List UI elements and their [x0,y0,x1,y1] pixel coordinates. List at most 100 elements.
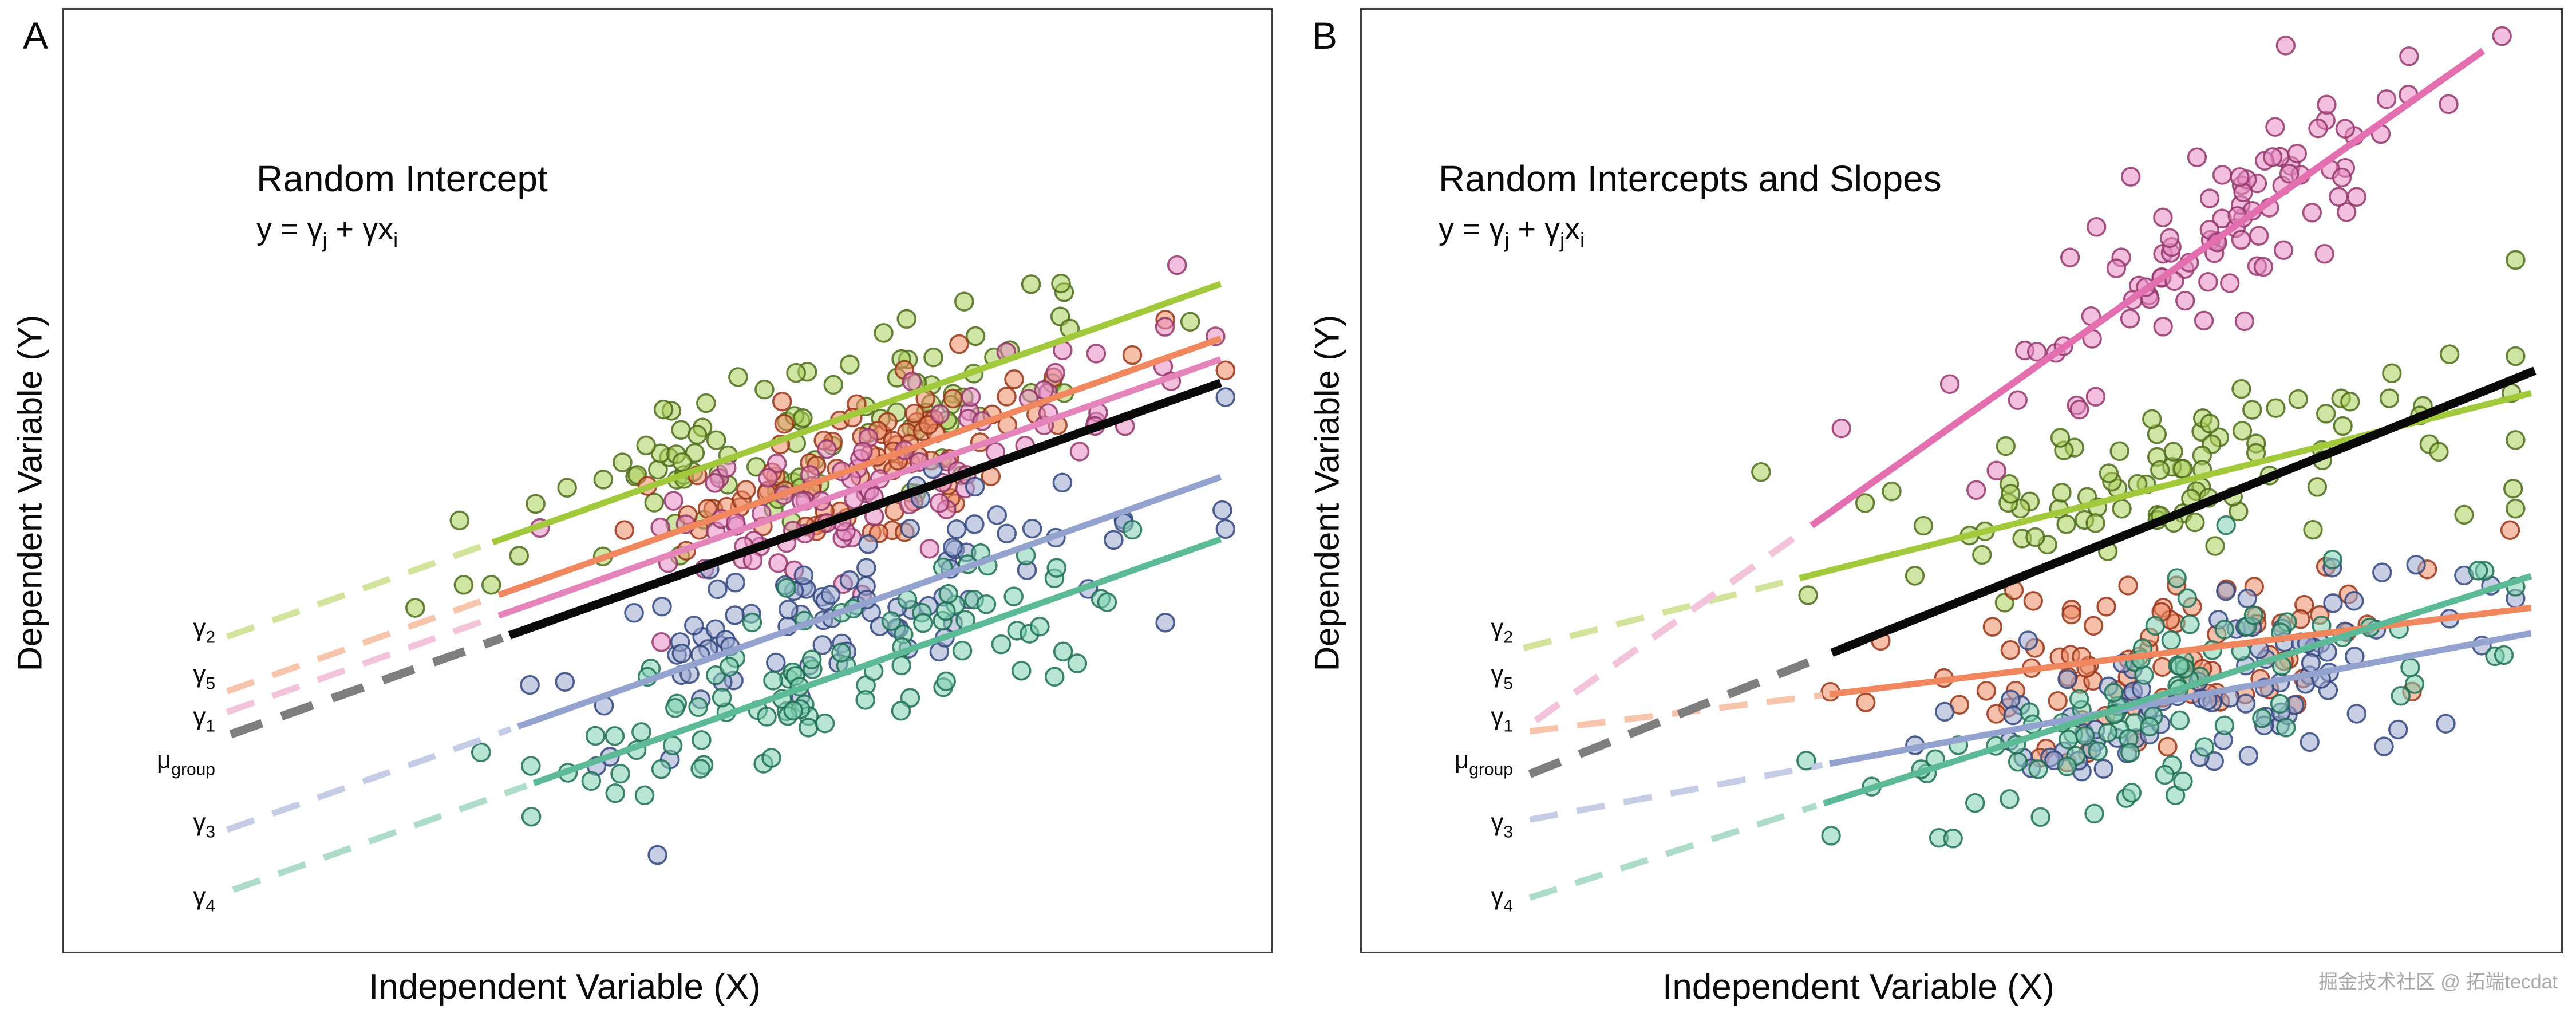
scatter-point [820,585,841,605]
scatter-point [2231,379,2251,399]
scatter-point [692,730,712,750]
scatter-point [1155,317,1175,337]
scatter-point [763,671,783,691]
intercept-dash-gamma5 [1529,692,1823,735]
scatter-point [2097,723,2118,743]
formula-segment: x [1564,212,1581,246]
scatter-point [840,354,860,375]
scatter-point [1052,472,1073,493]
scatter-point [2170,656,2190,676]
scatter-point [1986,704,2006,724]
scatter-point [2142,409,2162,429]
scatter-point [2185,512,2205,533]
scatter-point [2252,708,2272,728]
scatter-point [2134,665,2154,685]
scatter-point [2163,442,2183,462]
scatter-point [812,635,833,655]
scatter-point [936,671,956,691]
scatter-point [2506,430,2526,450]
scatter-point [2088,741,2108,762]
scatter-point [2205,536,2225,556]
scatter-point [1021,274,1041,294]
formula-segment: j [1560,228,1565,252]
panel-b-plot: Random Intercepts and Slopes y = γj + γj… [1360,8,2563,953]
scatter-point [2391,686,2411,706]
scatter-point [683,616,704,636]
scatter-point [2198,272,2218,292]
scatter-point [2194,310,2214,330]
scatter-point [2346,704,2366,724]
scatter-point [2050,428,2071,448]
scatter-point [786,362,806,383]
scatter-point [1104,530,1124,550]
scatter-point [1180,312,1200,332]
scatter-point [2231,230,2251,250]
scatter-point [2060,247,2080,267]
fit-line-gamma2 [491,281,1222,546]
scatter-point [521,756,541,776]
scatter-points [1751,26,2526,849]
scatter-point [839,570,860,590]
scatter-point [904,403,924,424]
scatter-point [651,759,671,779]
scatter-plot-a [226,255,1236,893]
scatter-point [2503,479,2523,499]
scatter-point [2058,730,2079,750]
scatter-point [1030,616,1050,637]
scatter-point [2026,342,2047,362]
scatter-point [2075,726,2095,746]
scatter-point [1976,681,1997,701]
scatter-point [1003,586,1024,606]
scatter-point [2230,167,2250,187]
scatter-point [2175,290,2195,311]
scatter-point [2180,614,2200,634]
intercept-label-gamma-5: γ5 [193,660,215,693]
scatter-point [2399,46,2419,66]
scatter-point [481,575,501,595]
scatter-point [858,534,878,554]
scatter-point [2249,226,2269,246]
scatter-point [2374,736,2394,756]
scatter-point [930,404,950,424]
scatter-point [776,578,796,598]
scatter-point [2173,771,2193,791]
scatter-point [2301,653,2321,673]
scatter-point [1167,255,1187,275]
scatter-point [2346,187,2366,207]
scatter-point [653,399,674,420]
scatter-point [2238,746,2258,766]
intercept-dash-gamma5 [226,594,493,695]
scatter-point [2253,257,2274,277]
scatter-point [2279,164,2300,184]
scatter-point [923,347,943,368]
scatter-point [965,476,985,497]
scatter-point [696,393,716,413]
scatter-point [801,649,822,669]
scatter-point [2372,562,2392,582]
scatter-point [2344,591,2364,611]
formula-segment: y = γ [1439,212,1505,246]
scatter-point [2440,344,2460,364]
scatter-point [708,579,728,600]
scatter-point [1905,566,1925,586]
scatter-point [2187,147,2207,167]
scatter-point [798,718,819,738]
scatter-point [2337,202,2357,222]
scatter-point [856,558,876,578]
scatter-point [652,596,672,617]
scatter-point [2216,581,2236,601]
scatter-point [631,722,651,742]
scatter-point [855,690,876,710]
scatter-point [2317,94,2337,115]
intercept-label-mu-group: μgroup [1454,746,1513,779]
scatter-point [2028,759,2048,779]
scatter-point [2265,117,2285,137]
scatter-point [929,493,950,513]
scatter-point [2109,441,2129,462]
y-axis-label-b: Dependent Variable (Y) [1307,314,1346,672]
scatter-point [725,573,745,593]
scatter-point [2104,683,2124,703]
scatter-point [1939,374,1960,394]
scatter-point [636,435,657,456]
scatter-point [2303,519,2323,540]
